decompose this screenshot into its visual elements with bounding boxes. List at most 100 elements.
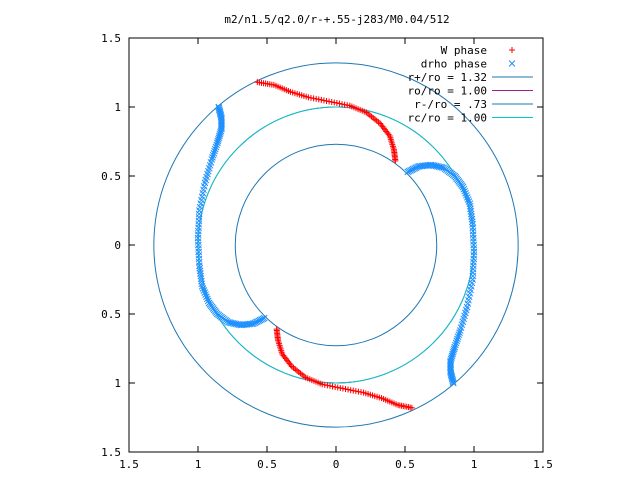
point-0-1-48 — [339, 385, 346, 392]
point-0-1-44 — [329, 383, 336, 390]
point-0-1-46 — [334, 384, 341, 391]
point-1-1-92 — [454, 335, 461, 343]
point-0-1-49 — [342, 386, 349, 393]
circle-0 — [153, 62, 519, 428]
x-tick-label-1: 1 — [195, 458, 202, 471]
point-1-1-45 — [463, 194, 471, 201]
point-0-0-25 — [307, 94, 314, 101]
y-tick-label-6: 1.5 — [101, 32, 121, 45]
point-0-1-51 — [347, 387, 354, 394]
point-1-1-93 — [453, 337, 461, 345]
point-1-1-91 — [454, 333, 462, 341]
point-1-0-25 — [213, 141, 220, 149]
point-0-1-45 — [332, 383, 339, 390]
point-1-0-79 — [204, 297, 212, 305]
point-0-0-39 — [344, 102, 351, 109]
point-1-1-40 — [459, 183, 467, 191]
y-tick-label-5: 1 — [114, 101, 121, 114]
point-0-0-30 — [320, 97, 327, 104]
circle-2 — [234, 143, 438, 347]
y-tick-label-3: 0 — [114, 239, 121, 252]
point-1-1-95 — [452, 341, 459, 349]
point-0-0-80 — [392, 157, 399, 164]
point-1-0-30 — [209, 151, 217, 159]
point-1-0-74 — [200, 287, 208, 294]
point-0-0-29 — [318, 96, 325, 103]
legend-label-4: r-/ro = .73 — [414, 98, 487, 111]
point-0-1-47 — [337, 385, 344, 392]
point-0-0-35 — [333, 100, 340, 107]
point-0-0-27 — [313, 95, 320, 102]
y-tick-label-0: 1.5 — [101, 446, 121, 459]
point-1-1-41 — [460, 185, 468, 193]
point-1-1-43 — [462, 189, 469, 197]
point-1-1-55 — [468, 218, 476, 226]
point-0-1-40 — [319, 381, 326, 388]
point-0-0-26 — [310, 95, 317, 102]
point-1-0-31 — [209, 154, 216, 161]
point-1-1-44 — [463, 191, 470, 199]
point-0-1-41 — [321, 381, 328, 388]
x-tick-label-3: 0 — [333, 458, 340, 471]
point-1-0-26 — [212, 143, 220, 151]
point-0-1-52 — [350, 387, 357, 394]
legend-label-1: drho phase — [421, 58, 487, 71]
point-1-0-29 — [210, 149, 218, 157]
y-tick-label-4: 0.5 — [101, 170, 121, 183]
y-tick-label-1: 1 — [114, 377, 121, 390]
x-tick-label-2: 0.5 — [257, 458, 277, 471]
x-tick-label-4: 0.5 — [395, 458, 415, 471]
point-1-0-76 — [202, 291, 209, 299]
point-0-0-36 — [336, 100, 343, 107]
axis-ticks: 1.5 1 0.5 0 0.5 1 1.51.510.500.511.5 — [101, 32, 553, 471]
point-1-0-73 — [199, 285, 207, 292]
point-1-1-88 — [456, 327, 464, 334]
point-0-0-24 — [305, 94, 312, 101]
point-0-0-33 — [328, 98, 335, 105]
point-0-1-80 — [408, 404, 415, 411]
point-1-0-77 — [203, 293, 210, 301]
point-1-1-42 — [461, 187, 469, 195]
point-1-0-28 — [211, 147, 218, 155]
point-1-1-89 — [456, 329, 463, 336]
point-1-1-90 — [455, 331, 463, 339]
point-1-0-78 — [203, 295, 211, 303]
legend-marker-0 — [509, 47, 515, 53]
point-1-1-46 — [464, 196, 472, 203]
point-1-0-72 — [198, 283, 206, 290]
point-0-0-34 — [331, 99, 338, 106]
legend-label-3: ro/ro = 1.00 — [408, 85, 487, 98]
point-0-1-50 — [345, 386, 352, 393]
legend-marker-1 — [508, 60, 516, 67]
point-0-0-31 — [323, 97, 330, 104]
point-0-0-38 — [341, 101, 348, 108]
legend-label-2: r+/ro = 1.32 — [408, 71, 487, 84]
point-0-1-55 — [358, 389, 365, 396]
circle-1 — [197, 106, 475, 384]
point-0-1-54 — [355, 388, 362, 395]
x-tick-label-0: 1.5 — [119, 458, 139, 471]
point-1-0-24 — [213, 139, 221, 147]
point-0-1-53 — [352, 388, 359, 395]
x-tick-label-6: 1.5 — [533, 458, 553, 471]
point-0-0-32 — [326, 98, 333, 105]
circle-3 — [197, 106, 475, 384]
legend-label-0: W phase — [441, 44, 487, 57]
point-1-1-120 — [449, 379, 457, 387]
point-0-0-37 — [339, 101, 346, 108]
point-0-1-42 — [324, 382, 331, 389]
phase-points — [194, 79, 478, 411]
x-tick-label-5: 1 — [471, 458, 478, 471]
point-0-1-43 — [326, 382, 333, 389]
point-1-0-27 — [211, 145, 219, 153]
point-1-1-119 — [449, 378, 457, 385]
y-tick-label-2: 0.5 — [101, 308, 121, 321]
legend-label-5: rc/ro = 1.00 — [408, 112, 487, 125]
point-0-0-28 — [315, 96, 322, 103]
point-1-0-23 — [214, 137, 222, 145]
chart-title: m2/n1.5/q2.0/r-+.55-j283/M0.04/512 — [224, 13, 449, 26]
point-1-0-75 — [201, 289, 209, 296]
point-1-1-94 — [452, 339, 460, 347]
